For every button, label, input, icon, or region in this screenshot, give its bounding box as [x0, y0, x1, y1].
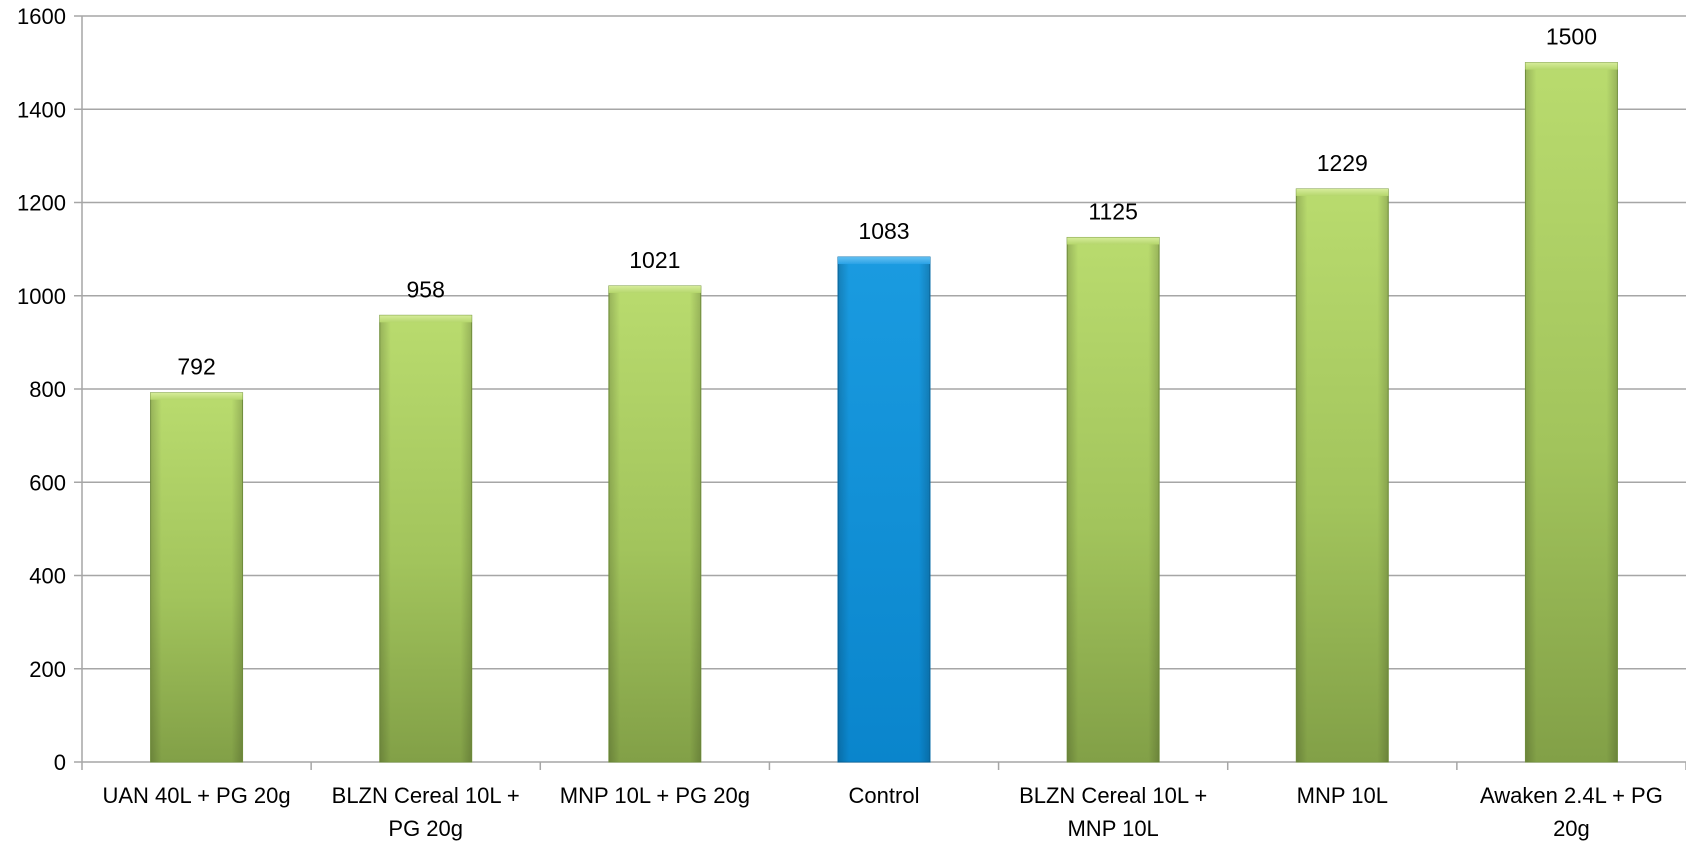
y-tick-label-800: 800: [29, 377, 66, 402]
category-label-4: BLZN Cereal 10L + MNP 10L: [1019, 783, 1207, 841]
x-axis-category-labels: UAN 40L + PG 20g BLZN Cereal 10L + PG 20g M…: [103, 783, 1663, 841]
y-tick-label-0: 0: [54, 750, 66, 775]
data-labels: 792 958 1021 1083 1125 1229 1500: [177, 24, 1597, 380]
category-label-6: Awaken 2.4L + PG 20g: [1480, 783, 1663, 841]
bar-cap-6: [1525, 62, 1618, 70]
bar-cap-0: [150, 392, 243, 400]
category-label-1-line-1: PG 20g: [388, 816, 463, 841]
category-label-6-line-1: 20g: [1553, 816, 1590, 841]
bar-cap-5: [1296, 188, 1389, 196]
bar-4: [1066, 236, 1160, 763]
y-tick-label-400: 400: [29, 564, 66, 589]
y-tick-label-1200: 1200: [17, 191, 66, 216]
data-label-4: 1125: [1088, 198, 1137, 224]
y-tick-label-1000: 1000: [17, 284, 66, 309]
y-tick-label-200: 200: [29, 657, 66, 682]
category-label-2: MNP 10L + PG 20g: [560, 783, 750, 808]
bar-cap-1: [379, 315, 472, 323]
bar-shade-0: [150, 392, 243, 762]
category-label-3: Control: [849, 783, 920, 808]
bar-1: [379, 314, 473, 763]
bar-shade-1: [379, 315, 472, 762]
y-tick-label-1600: 1600: [17, 4, 66, 29]
category-label-1-line-0: BLZN Cereal 10L +: [332, 783, 520, 808]
data-label-2: 1021: [629, 247, 680, 273]
category-label-1: BLZN Cereal 10L + PG 20g: [332, 783, 520, 841]
bar-shade-6: [1525, 62, 1618, 762]
data-label-5: 1229: [1317, 150, 1368, 176]
bars: [150, 62, 1618, 763]
category-label-5-line-0: MNP 10L: [1297, 783, 1388, 808]
bar-5: [1295, 188, 1389, 763]
category-label-6-line-0: Awaken 2.4L + PG: [1480, 783, 1663, 808]
bar-shade-4: [1067, 237, 1160, 762]
data-label-0: 792: [177, 354, 215, 380]
y-axis-tick-labels: 0 200 400 600 800 1000 1200 1400 1600: [17, 4, 66, 775]
y-tick-label-600: 600: [29, 470, 66, 495]
bar-shade-2: [608, 285, 701, 762]
category-label-4-line-0: BLZN Cereal 10L +: [1019, 783, 1207, 808]
data-label-6: 1500: [1546, 24, 1597, 50]
bar-cap-3: [838, 257, 930, 265]
category-label-0-line-0: UAN 40L + PG 20g: [103, 783, 291, 808]
bar-2: [608, 285, 702, 763]
category-label-2-line-0: MNP 10L + PG 20g: [560, 783, 750, 808]
y-tick-label-1400: 1400: [17, 97, 66, 122]
data-label-1: 958: [407, 276, 445, 302]
bar-3: [837, 256, 931, 763]
bar-cap-2: [608, 285, 701, 293]
bar-cap-4: [1067, 237, 1160, 245]
bar-6: [1524, 62, 1618, 763]
category-label-0: UAN 40L + PG 20g: [103, 783, 291, 808]
category-label-5: MNP 10L: [1297, 783, 1388, 808]
data-label-3: 1083: [858, 218, 909, 244]
bar-shade-3: [838, 257, 930, 762]
bar-shade-5: [1296, 188, 1389, 762]
category-label-3-line-0: Control: [849, 783, 920, 808]
category-label-4-line-1: MNP 10L: [1067, 816, 1158, 841]
bar-0: [150, 392, 244, 763]
